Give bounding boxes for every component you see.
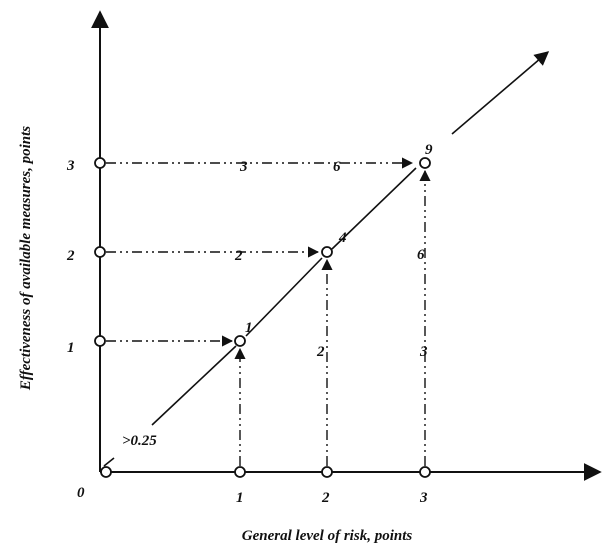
point-node-9 xyxy=(419,157,431,169)
y-tick-label-3: 3 xyxy=(66,158,75,174)
y-tick-label-2: 2 xyxy=(66,248,75,264)
x-axis-node-2 xyxy=(321,466,333,478)
point-label-1: 1 xyxy=(245,320,253,336)
point-label-9: 9 xyxy=(425,142,433,158)
point-node-1 xyxy=(234,335,246,347)
diagonal-segment-1-4 xyxy=(245,257,323,337)
diagonal-arrow-end xyxy=(451,51,550,135)
diagonal-segment-4-9 xyxy=(331,167,417,250)
row2-path-label: 2 xyxy=(234,248,243,264)
x-tick-label-2: 2 xyxy=(321,490,330,506)
col2-path-label: 2 xyxy=(316,344,325,360)
x-axis-title: General level of risk, points xyxy=(242,528,413,544)
diagonal-segment-start xyxy=(151,345,237,426)
origin-node xyxy=(100,466,112,478)
point-node-4 xyxy=(321,246,333,258)
x-axis-node-1 xyxy=(234,466,246,478)
point-label-4: 4 xyxy=(338,230,347,246)
y-axis-node-2 xyxy=(94,246,106,258)
x-tick-label-3: 3 xyxy=(419,490,428,506)
col3-path-label-b: 3 xyxy=(419,344,428,360)
y-axis-node-1 xyxy=(94,335,106,347)
threshold-annotation: >0.25 xyxy=(122,433,157,449)
origin-label: 0 xyxy=(77,485,85,501)
col3-path-label-a: 6 xyxy=(417,247,425,263)
y-tick-label-1: 1 xyxy=(67,340,75,356)
row3-path-label-a: 3 xyxy=(239,159,248,175)
x-tick-label-1: 1 xyxy=(236,490,244,506)
y-axis-node-3 xyxy=(94,157,106,169)
row3-path-label-b: 6 xyxy=(333,159,341,175)
x-axis-node-3 xyxy=(419,466,431,478)
y-axis-title: Effectiveness of available measures, poi… xyxy=(18,126,34,391)
origin-tick xyxy=(103,457,115,467)
